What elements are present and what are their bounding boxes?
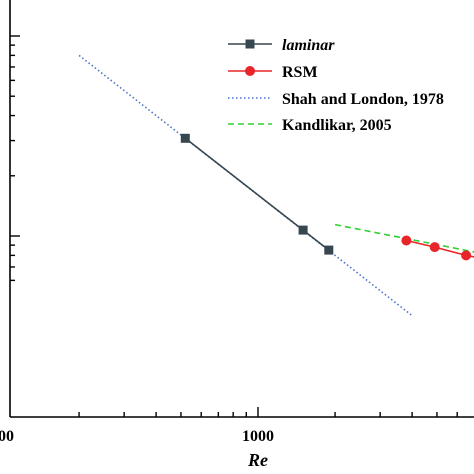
series-line-shah-and-london-1978	[78, 54, 413, 317]
data-point-rsm-1	[429, 242, 440, 253]
legend-rsm-marker	[245, 66, 255, 76]
data-point-rsm-2	[461, 250, 472, 261]
legend-entry-rsm: RSM	[228, 64, 318, 81]
x-axis-title: Re	[247, 450, 268, 470]
legend-laminar-marker	[245, 39, 255, 49]
series-line-rsm	[406, 239, 474, 258]
legend-entry-laminar: laminar	[228, 37, 335, 54]
legend: laminar RSM Shah and London, 1978 Kandli…	[228, 37, 444, 134]
legend-entry-shah: Shah and London, 1978	[228, 91, 444, 108]
series-line-kandlikar-2005	[334, 223, 474, 253]
data-point-laminar-1	[298, 225, 308, 235]
data-point-rsm-0	[401, 235, 412, 246]
legend-label-laminar: laminar	[282, 37, 335, 54]
data-point-laminar-2	[324, 245, 334, 255]
series-layer	[78, 54, 474, 317]
x-tick-label-1000: 1000	[242, 428, 274, 445]
legend-label-kandlikar: Kandlikar, 2005	[282, 117, 392, 134]
x-tick-label-100: 100	[0, 428, 14, 445]
legend-label-shah: Shah and London, 1978	[282, 91, 444, 108]
data-point-laminar-0	[180, 133, 190, 143]
legend-label-rsm: RSM	[282, 64, 318, 81]
legend-entry-kandlikar: Kandlikar, 2005	[228, 117, 392, 134]
ticks-layer	[10, 35, 458, 417]
